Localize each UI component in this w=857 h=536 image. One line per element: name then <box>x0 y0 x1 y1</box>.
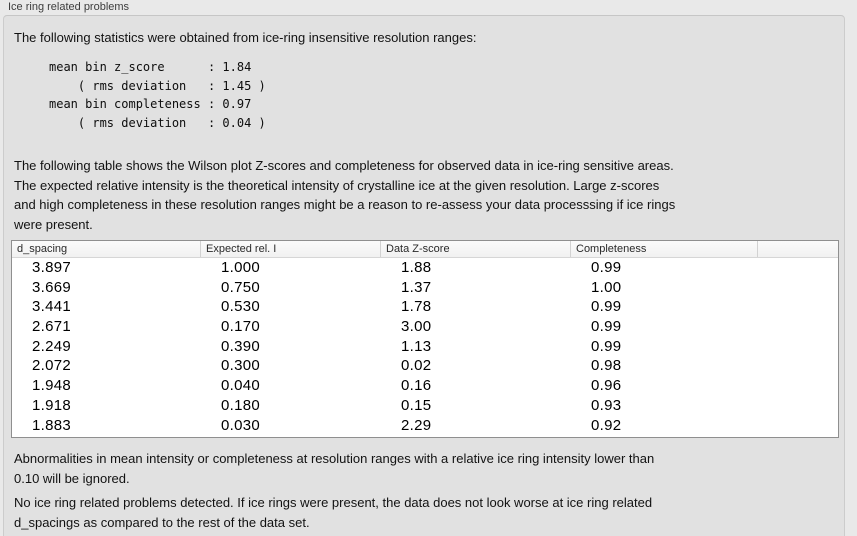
table-cell: 0.02 <box>401 357 432 375</box>
table-row[interactable]: 1.918 0.180 0.15 0.93 <box>12 396 838 416</box>
table-row[interactable]: 2.072 0.300 0.02 0.98 <box>12 356 838 376</box>
table-cell: 1.000 <box>221 259 261 276</box>
table-cell: 0.16 <box>401 377 432 395</box>
table-cell: 1.13 <box>401 337 432 355</box>
ignore-note-text: Abnormalities in mean intensity or compl… <box>14 451 655 486</box>
column-header-filler <box>758 241 838 257</box>
table-cell: 0.15 <box>401 396 432 414</box>
conclusion-text: No ice ring related problems detected. I… <box>14 495 653 530</box>
table-cell: 3.441 <box>32 298 72 316</box>
panel-title: Ice ring related problems <box>8 1 130 13</box>
table-row[interactable]: 2.249 0.390 1.13 0.99 <box>12 337 838 357</box>
table-cell-filler <box>758 297 838 317</box>
table-body: 3.897 1.000 1.88 0.99 3.669 0.750 1.37 1.00 3.44… <box>12 258 838 435</box>
table-cell: 2.249 <box>32 337 72 355</box>
table-cell: 1.37 <box>401 278 432 296</box>
table-cell: 1.948 <box>32 377 72 395</box>
table-cell-filler <box>758 416 838 436</box>
table-cell-filler <box>758 258 838 278</box>
table-row[interactable]: 3.441 0.530 1.78 0.99 <box>12 297 838 317</box>
table-cell: 1.00 <box>591 278 622 296</box>
table-row[interactable]: 2.671 0.170 3.00 0.99 <box>12 317 838 337</box>
column-header-data-z-score[interactable]: Data Z-score <box>381 241 571 257</box>
table-cell: 3.00 <box>401 318 432 336</box>
stats-monospace-block: mean bin z_score : 1.84 ( rms deviation … <box>49 60 266 130</box>
table-cell-filler <box>758 278 838 298</box>
table-cell: 1.78 <box>401 298 432 316</box>
table-cell: 0.93 <box>591 396 622 414</box>
table-row[interactable]: 1.948 0.040 0.16 0.96 <box>12 376 838 396</box>
table-header-row: d_spacing Expected rel. I Data Z-score C… <box>12 241 838 258</box>
table-row[interactable]: 3.669 0.750 1.37 1.00 <box>12 278 838 298</box>
table-cell: 0.96 <box>591 377 622 395</box>
column-header-d-spacing[interactable]: d_spacing <box>12 241 201 257</box>
table-cell: 3.669 <box>32 278 72 296</box>
table-cell-filler <box>758 337 838 357</box>
table-cell: 0.99 <box>591 298 622 316</box>
column-header-expected-rel-i[interactable]: Expected rel. I <box>201 241 381 257</box>
table-cell: 0.530 <box>221 298 261 316</box>
table-cell-filler <box>758 396 838 416</box>
table-row[interactable]: 1.883 0.030 2.29 0.92 <box>12 416 838 436</box>
intro-text: The following statistics were obtained f… <box>14 30 477 45</box>
table-cell: 1.883 <box>32 416 72 434</box>
table-description-text: The following table shows the Wilson plo… <box>14 158 676 232</box>
table-cell: 0.99 <box>591 318 622 336</box>
table-cell: 0.99 <box>591 337 622 355</box>
table-row[interactable]: 3.897 1.000 1.88 0.99 <box>12 258 838 278</box>
table-cell: 3.897 <box>32 259 72 276</box>
table-cell: 0.92 <box>591 416 622 434</box>
table-cell: 2.29 <box>401 416 432 434</box>
table-cell: 0.98 <box>591 357 622 375</box>
table-cell: 0.300 <box>221 357 261 375</box>
table-cell: 2.671 <box>32 318 72 336</box>
table-cell: 0.180 <box>221 396 261 414</box>
table-cell: 0.390 <box>221 337 261 355</box>
table-cell: 2.072 <box>32 357 72 375</box>
ice-ring-groupbox: The following statistics were obtained f… <box>3 15 845 536</box>
table-cell: 1.918 <box>32 396 72 414</box>
ice-ring-table: d_spacing Expected rel. I Data Z-score C… <box>11 240 839 438</box>
table-cell: 0.99 <box>591 259 622 276</box>
table-cell: 0.750 <box>221 278 261 296</box>
column-header-completeness[interactable]: Completeness <box>571 241 758 257</box>
table-cell-filler <box>758 376 838 396</box>
table-cell-filler <box>758 356 838 376</box>
table-cell-filler <box>758 317 838 337</box>
table-cell: 1.88 <box>401 259 432 276</box>
table-cell: 0.040 <box>221 377 261 395</box>
table-cell: 0.030 <box>221 416 261 434</box>
table-cell: 0.170 <box>221 318 261 336</box>
